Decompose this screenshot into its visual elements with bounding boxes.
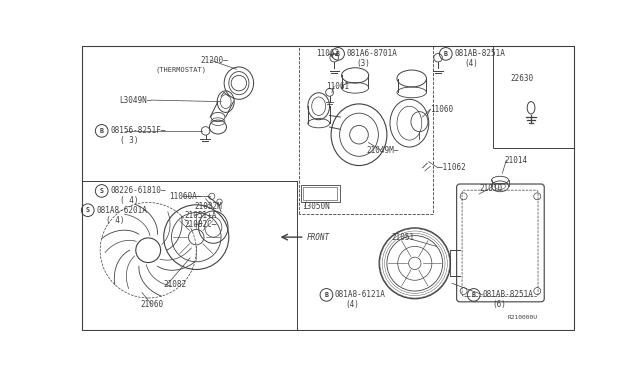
Text: R210000U: R210000U	[508, 315, 538, 320]
Text: (3): (3)	[356, 60, 371, 68]
Text: 21049M—: 21049M—	[367, 145, 399, 155]
Text: B: B	[472, 292, 476, 298]
Text: 22630: 22630	[510, 74, 533, 83]
Text: B: B	[444, 51, 448, 57]
Text: 081AB-8251A: 081AB-8251A	[454, 49, 505, 58]
Text: 081A8-6201A: 081A8-6201A	[96, 206, 147, 215]
Text: 21014: 21014	[505, 155, 528, 165]
Text: 081A6-8701A: 081A6-8701A	[347, 49, 397, 58]
Text: 21200—: 21200—	[200, 55, 228, 64]
Text: 08156-8251F—: 08156-8251F—	[110, 126, 166, 135]
Text: (6): (6)	[492, 301, 506, 310]
Text: 11060: 11060	[430, 105, 453, 114]
Text: ( 3): ( 3)	[120, 137, 139, 145]
Text: ( 4): ( 4)	[120, 196, 139, 205]
Text: 21010: 21010	[479, 184, 502, 193]
Text: 21051: 21051	[392, 232, 415, 242]
Text: 21032M: 21032M	[195, 202, 223, 211]
Text: B: B	[336, 51, 340, 57]
Text: L3049N—: L3049N—	[119, 96, 151, 105]
Text: (4): (4)	[465, 60, 478, 68]
Text: —11062: —11062	[438, 163, 466, 172]
Text: 21082C—: 21082C—	[184, 220, 217, 229]
Text: B: B	[100, 128, 104, 134]
Text: 081AB-8251A: 081AB-8251A	[482, 291, 533, 299]
Text: 08226-61810—: 08226-61810—	[110, 186, 166, 195]
Text: 11061: 11061	[326, 82, 349, 91]
Text: FRONT: FRONT	[307, 232, 330, 242]
Text: B: B	[324, 292, 328, 298]
Text: 21051+A: 21051+A	[184, 211, 217, 220]
Text: 21060: 21060	[140, 301, 164, 310]
Text: 081A8-6121A: 081A8-6121A	[335, 291, 386, 299]
Text: 11060A—: 11060A—	[169, 192, 202, 201]
Bar	[493, 46, 575, 148]
Text: 13050N: 13050N	[303, 202, 330, 211]
Text: (THERMOSTAT): (THERMOSTAT)	[156, 66, 207, 73]
Text: S: S	[100, 188, 104, 194]
Text: (4): (4)	[345, 301, 359, 310]
Text: ( 4): ( 4)	[106, 216, 124, 225]
Bar	[303, 187, 337, 200]
Bar	[301, 185, 340, 202]
Text: S: S	[86, 207, 90, 213]
Text: 21082: 21082	[164, 280, 187, 289]
Text: 11062: 11062	[316, 49, 339, 58]
